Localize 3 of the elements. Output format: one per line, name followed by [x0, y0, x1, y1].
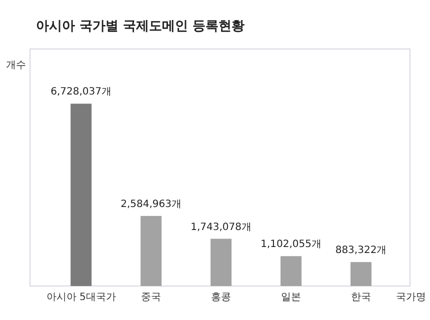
ylabel: 개수 [6, 60, 26, 71]
title: 아시아 국가별 국제도메인 등록현황 [36, 19, 245, 34]
xlabel: 국가명 [396, 292, 426, 303]
